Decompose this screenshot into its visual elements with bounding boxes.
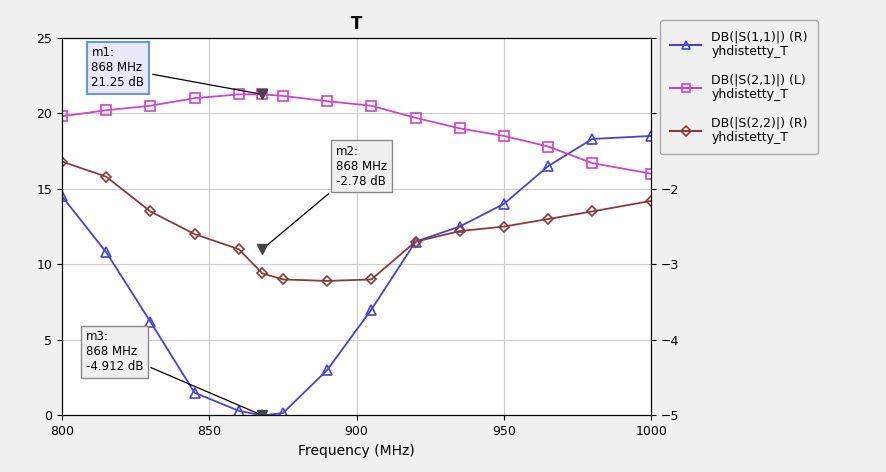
X-axis label: Frequency (MHz): Frequency (MHz)	[299, 444, 415, 458]
Legend: DB(|S(1,1)|) (R)
yhdistetty_T, DB(|S(2,1)|) (L)
yhdistetty_T, DB(|S(2,2)|) (R)
y: DB(|S(1,1)|) (R) yhdistetty_T, DB(|S(2,1…	[660, 20, 818, 154]
Text: m3:
868 MHz
-4.912 dB: m3: 868 MHz -4.912 dB	[86, 330, 260, 414]
Text: m1:
868 MHz
21.25 dB: m1: 868 MHz 21.25 dB	[91, 46, 260, 94]
Title: T: T	[351, 16, 362, 34]
Text: m2:
868 MHz
-2.78 dB: m2: 868 MHz -2.78 dB	[265, 144, 387, 247]
